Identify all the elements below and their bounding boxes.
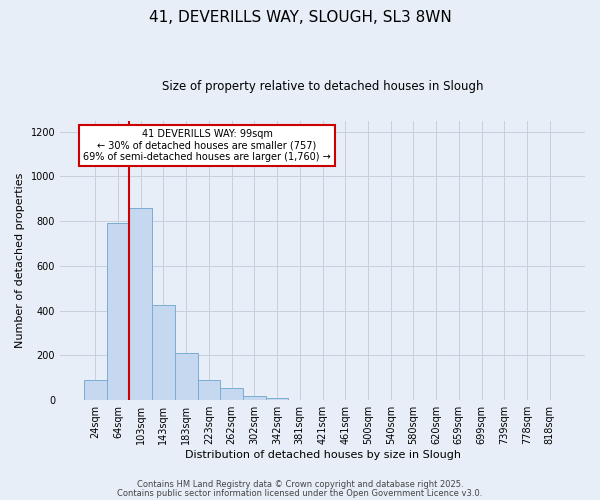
Text: 41 DEVERILLS WAY: 99sqm
← 30% of detached houses are smaller (757)
69% of semi-d: 41 DEVERILLS WAY: 99sqm ← 30% of detache… [83,129,331,162]
Bar [220,388,243,400]
Y-axis label: Number of detached properties: Number of detached properties [15,172,25,348]
Text: Contains HM Land Registry data © Crown copyright and database right 2025.: Contains HM Land Registry data © Crown c… [137,480,463,489]
Title: Size of property relative to detached houses in Slough: Size of property relative to detached ho… [162,80,483,93]
Text: 41, DEVERILLS WAY, SLOUGH, SL3 8WN: 41, DEVERILLS WAY, SLOUGH, SL3 8WN [149,10,451,25]
Bar [152,305,175,400]
Bar [175,353,197,400]
Bar [266,398,289,400]
Text: Contains public sector information licensed under the Open Government Licence v3: Contains public sector information licen… [118,488,482,498]
Bar [197,380,220,400]
Bar [243,396,266,400]
Bar [107,224,130,400]
X-axis label: Distribution of detached houses by size in Slough: Distribution of detached houses by size … [185,450,461,460]
Bar [130,208,152,400]
Bar [84,380,107,400]
